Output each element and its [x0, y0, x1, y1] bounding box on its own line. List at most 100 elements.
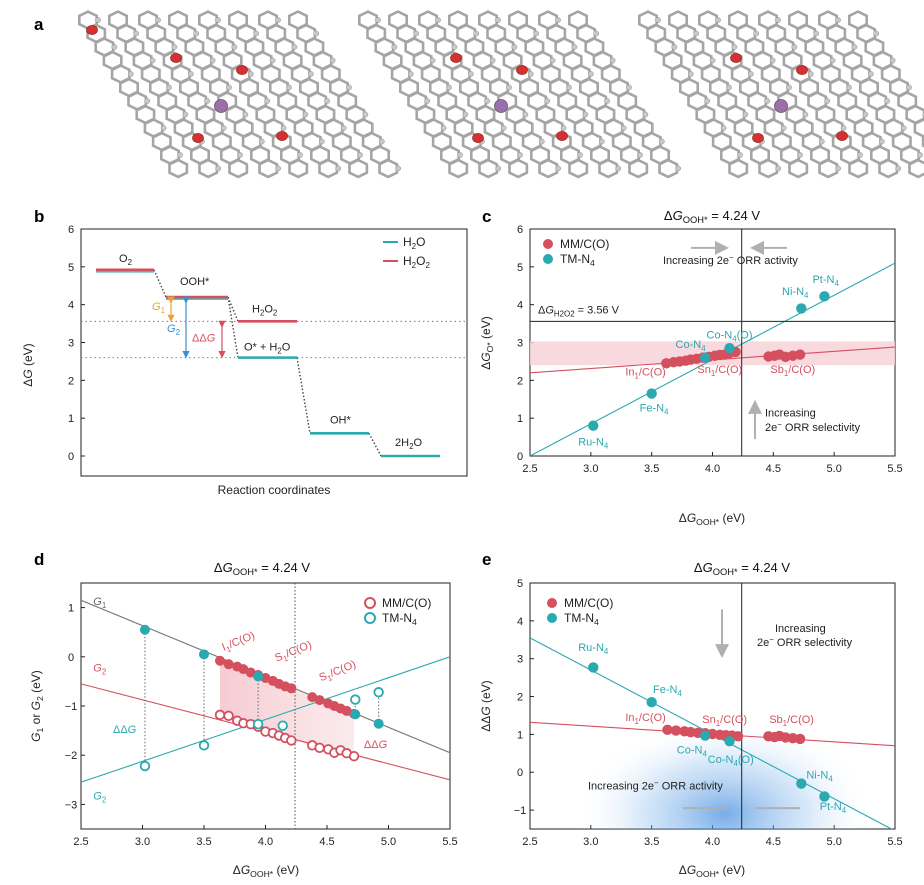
level-connector	[227, 296, 239, 322]
label-fe-n4: Fe-N4	[653, 684, 682, 698]
selectivity-text-1: Increasing	[765, 407, 816, 419]
level-connector	[153, 269, 167, 298]
legend-marker	[543, 254, 553, 264]
e-ytick-label: 0	[517, 767, 523, 779]
level-label-oh: OH*	[330, 414, 352, 426]
c-xtick-label: 3.0	[583, 463, 598, 475]
point-g1-tm	[373, 718, 384, 729]
e-ytick-label: 5	[517, 578, 523, 590]
label-ru-n4: Ru-N4	[578, 642, 609, 656]
level-connector	[227, 296, 239, 358]
legend-label: TM-N4	[382, 611, 417, 627]
oxygen-atom	[276, 131, 288, 141]
panel-title: ΔGOOH* = 4.24 V	[664, 208, 760, 225]
activity-text: Increasing 2e− ORR activity	[663, 253, 798, 267]
point-g1-tm	[139, 624, 150, 635]
panel-c-scatter: 2.5 3.0 3.5 4.0 4.5 5.0 5.5 0 1 2 3 4 5 6 MM/C(O)TM-N4…	[479, 208, 903, 527]
svg-text:H2O: H2O	[403, 235, 425, 251]
c-xtick-label: 4.0	[705, 463, 720, 475]
label-sn1: Sn1/C(O)	[697, 364, 742, 378]
c-ytick-label: 2	[517, 375, 523, 387]
label-ni-n4: Ni-N4	[806, 770, 833, 784]
point-tm	[724, 735, 735, 747]
d-xtick-label: 2.5	[73, 836, 88, 848]
label-co-n4: Co-N4	[677, 744, 708, 758]
e-xtick-label: 4.0	[705, 836, 720, 848]
oxygen-atom	[730, 53, 742, 63]
d-xtick-label: 4.0	[258, 836, 273, 848]
legend-marker	[543, 239, 553, 249]
oxygen-atom	[556, 131, 568, 141]
c-ylabel: ΔGO* (eV)	[479, 316, 495, 369]
level-label-2h2o: 2H2O	[395, 437, 422, 451]
d-xlabel: ΔGOOH* (eV)	[233, 863, 299, 879]
point-g2-tm	[139, 760, 151, 772]
level-label-o2: O2	[119, 253, 132, 267]
label-co-n4o: Co-N4(O)	[708, 754, 754, 768]
d-ytick-label: 1	[68, 603, 74, 615]
d-ylabel: G1 or G2 (eV)	[29, 670, 45, 742]
oxygen-atom	[796, 65, 808, 75]
selectivity-text-2: 2e− ORR selectivity	[765, 420, 861, 434]
c-xlabel: ΔGOOH* (eV)	[679, 511, 745, 527]
label-in1: I1/C(O)	[220, 630, 257, 656]
label-in1: In1/C(O)	[625, 366, 665, 380]
oxygen-atom	[516, 65, 528, 75]
legend-label: TM-N4	[564, 611, 599, 627]
e-xtick-label: 2.5	[522, 836, 537, 848]
metal-atom	[214, 99, 228, 113]
label-fe-n4: Fe-N4	[640, 403, 669, 417]
legend-marker	[364, 612, 376, 624]
e-xtick-label: 5.0	[827, 836, 842, 848]
e-xtick-label: 3.0	[583, 836, 598, 848]
point-g1-tm	[199, 649, 209, 660]
point-mm	[670, 725, 682, 736]
d-xtick-label: 4.5	[319, 836, 334, 848]
e-ytick-label: 2	[517, 692, 523, 704]
selectivity-text-2: 2e− ORR selectivity	[757, 635, 853, 649]
oxygen-atom	[836, 131, 848, 141]
panel-b-xlabel: Reaction coordinates	[218, 483, 331, 497]
e-xtick-label: 5.5	[887, 836, 902, 848]
oxygen-atom	[170, 53, 182, 63]
b-ytick-label: 5	[68, 262, 74, 274]
panel-letter-a: a	[34, 15, 44, 34]
ddg-label: ΔΔG	[192, 332, 216, 344]
point-mm	[794, 349, 806, 360]
point-g1-mm	[214, 655, 225, 666]
label-ni-n4: Ni-N4	[782, 286, 809, 300]
legend-marker	[547, 598, 557, 608]
line-g2-tm	[81, 656, 450, 783]
point-tm	[796, 778, 807, 789]
point-mm	[662, 724, 673, 736]
metal-atom	[774, 99, 788, 113]
legend-label: TM-N4	[560, 252, 595, 268]
svg-text:H2O2: H2O2	[403, 254, 430, 270]
c-xtick-label: 4.5	[766, 463, 781, 475]
point-g2-mm	[223, 710, 234, 722]
point-tm	[588, 662, 599, 673]
e-ytick-label: 4	[517, 616, 523, 628]
point-tm	[819, 291, 830, 302]
panel-b-frame	[80, 228, 468, 477]
label-ru-n4: Ru-N4	[578, 437, 609, 451]
label-ddg-tm: ΔΔG	[113, 724, 137, 736]
g1-label: G1	[152, 301, 166, 315]
b-ytick-label: 2	[68, 375, 74, 387]
label-g2-tm: G2	[93, 790, 106, 804]
structure-model-3	[637, 10, 924, 179]
e-ylabel: ΔΔG (eV)	[479, 680, 493, 731]
legend-label: MM/C(O)	[564, 596, 613, 610]
oxygen-atom	[472, 133, 484, 143]
point-g1-tm	[253, 671, 264, 682]
g2-label: G2	[167, 323, 180, 337]
d-xtick-label: 3.5	[196, 836, 211, 848]
panel-title: ΔGOOH* = 4.24 V	[694, 560, 790, 577]
point-g2-mm	[286, 735, 297, 746]
c-ytick-label: 0	[517, 451, 523, 463]
e-xtick-label: 3.5	[644, 836, 659, 848]
d-ytick-label: −3	[65, 799, 78, 811]
d-xtick-label: 5.0	[381, 836, 396, 848]
legend-marker	[547, 613, 557, 623]
